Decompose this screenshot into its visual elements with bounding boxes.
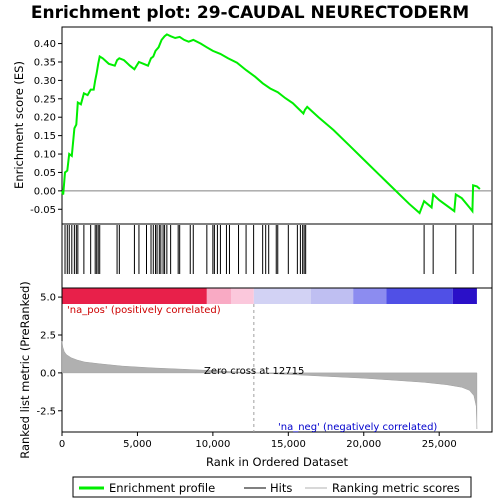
- metric-x-axis: 0 5,000 10,000 15,000 20,000 25,000: [59, 432, 457, 450]
- rank-color-segment: [253, 288, 311, 304]
- hits-panel: [61, 223, 493, 304]
- metric-y-tick-label: 2.5: [40, 330, 56, 341]
- metric-x-tick-label: 15,000: [271, 439, 306, 450]
- metric-panel: -2.5 0.0 2.5 5.0 0 5,000 10,000 15,000 20,000 25…: [18, 281, 493, 469]
- es-y-tick-label: 0.15: [34, 131, 56, 142]
- legend-frame: [72, 476, 472, 498]
- es-y-tick-label: 0.00: [34, 186, 56, 197]
- metric-x-tick-label: 25,000: [422, 439, 457, 450]
- rank-color-segment: [62, 288, 207, 304]
- rank-color-segment: [353, 288, 387, 304]
- metric-x-tick-label: 20,000: [346, 439, 381, 450]
- na-neg-label: 'na_neg' (negatively correlated): [278, 422, 437, 433]
- rank-color-segment: [452, 288, 477, 304]
- es-panel-frame: [61, 26, 493, 225]
- metric-y-label: Ranked list metric (PreRanked): [18, 281, 32, 459]
- metric-y-tick-label: 5.0: [40, 293, 56, 304]
- es-y-tick-label: 0.05: [34, 168, 56, 179]
- legend-hits-label: Hits: [270, 481, 292, 495]
- legend-metric-label: Ranking metric scores: [332, 481, 460, 495]
- legend-enrichment-label: Enrichment profile: [109, 481, 215, 495]
- es-y-tick-label: 0.20: [34, 113, 56, 124]
- hit-marks: [64, 225, 474, 274]
- es-y-label: Enrichment score (ES): [12, 61, 26, 189]
- rank-color-segment: [310, 288, 354, 304]
- es-panel: -0.05 0.00 0.05 0.10 0.15 0.20 0.25 0.30 0.35 0.4…: [12, 26, 493, 225]
- enrichment-profile-line: [61, 33, 481, 215]
- hits-panel-frame: [61, 223, 493, 289]
- es-y-tick-label: 0.40: [34, 39, 56, 50]
- metric-y-tick-label: 0.0: [40, 368, 56, 379]
- es-y-tick-label: 0.30: [34, 76, 56, 87]
- metric-x-tick-label: 5,000: [123, 439, 152, 450]
- rank-color-bar: [62, 288, 477, 304]
- na-pos-label: 'na_pos' (positively correlated): [67, 305, 221, 316]
- metric-x-tick-label: 0: [59, 439, 65, 450]
- es-y-tick-label: 0.35: [34, 57, 56, 68]
- es-y-tick-label: -0.05: [30, 205, 56, 216]
- metric-y-axis: -2.5 0.0 2.5 5.0: [36, 293, 62, 417]
- rank-color-segment: [230, 288, 254, 304]
- ranking-metric-area: [61, 341, 478, 430]
- es-y-axis: -0.05 0.00 0.05 0.10 0.15 0.20 0.25 0.30 0.35 0.4…: [30, 39, 62, 216]
- rank-color-segment: [386, 288, 453, 304]
- es-y-tick-label: 0.25: [34, 94, 56, 105]
- legend: Enrichment profile Hits Ranking metric s…: [72, 476, 472, 498]
- metric-x-tick-label: 10,000: [195, 439, 230, 450]
- metric-x-label: Rank in Ordered Dataset: [206, 455, 349, 469]
- es-y-tick-label: 0.10: [34, 150, 56, 161]
- zero-cross-label: Zero cross at 12715: [204, 366, 304, 377]
- metric-y-tick-label: -2.5: [36, 406, 56, 417]
- rank-color-segment: [206, 288, 231, 304]
- chart-title: Enrichment plot: 29-CAUDAL NEURECTODERM: [31, 3, 469, 23]
